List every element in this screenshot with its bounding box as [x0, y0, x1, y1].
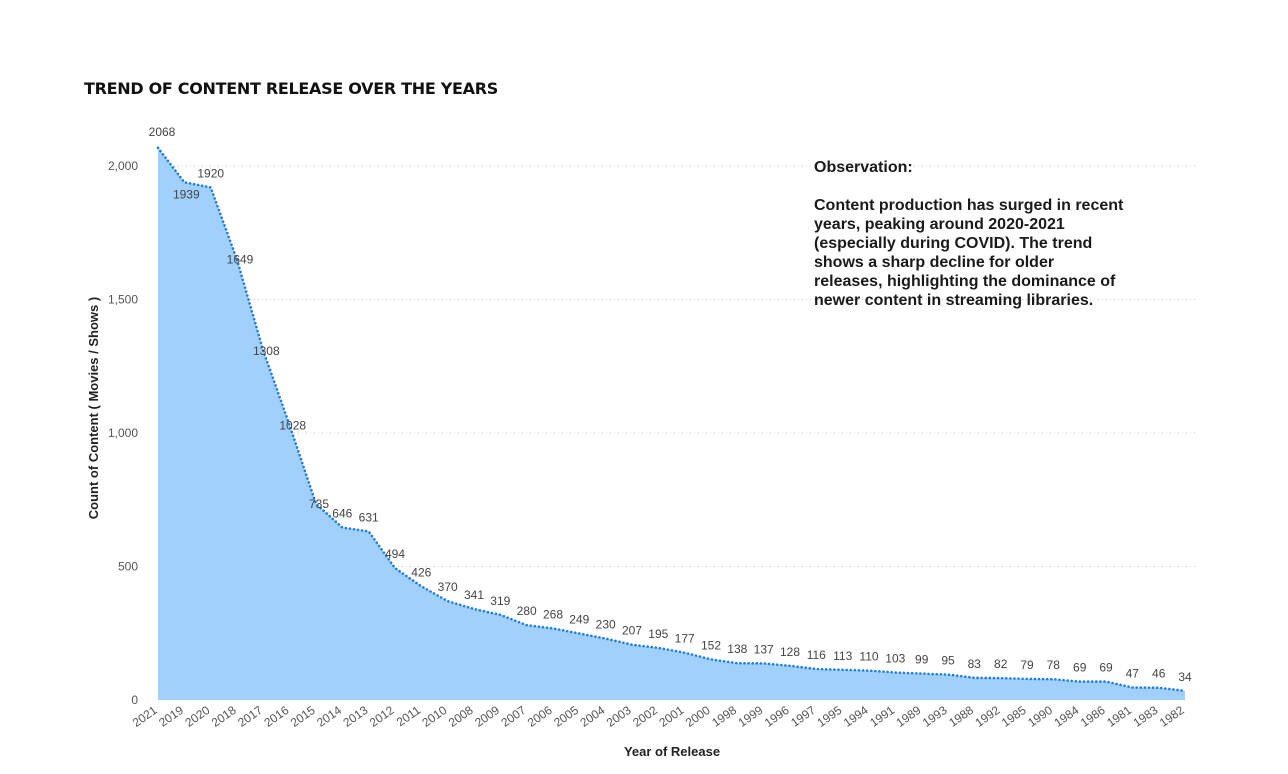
x-tick-label: 2007 [498, 703, 528, 730]
data-label: 1939 [173, 187, 200, 201]
x-tick-label: 1984 [1051, 703, 1081, 730]
data-label: 95 [941, 654, 955, 668]
x-tick-label: 2008 [446, 703, 476, 730]
data-label: 268 [543, 607, 563, 621]
data-label: 34 [1178, 670, 1192, 684]
series-line [156, 146, 1187, 693]
data-label: 137 [754, 642, 774, 656]
area-fill [158, 147, 1185, 701]
x-tick-label: 2005 [551, 703, 581, 730]
x-tick-label: 1986 [1078, 703, 1108, 730]
x-axis-title: Year of Release [624, 744, 720, 759]
data-label: 494 [385, 547, 405, 561]
x-tick-label: 2001 [656, 703, 686, 730]
data-label: 46 [1152, 667, 1166, 681]
y-tick-label: 500 [118, 560, 138, 574]
data-label: 82 [994, 657, 1008, 671]
x-axis: 2021201920202018201720162015201420132012… [130, 703, 1187, 730]
x-tick-label: 2003 [604, 703, 634, 730]
x-tick-label: 1997 [788, 703, 818, 730]
x-tick-label: 2000 [683, 703, 713, 730]
x-tick-label: 1983 [1130, 703, 1160, 730]
x-tick-label: 2014 [314, 703, 344, 730]
data-label: 1920 [197, 166, 224, 180]
data-label: 128 [780, 645, 800, 659]
x-tick-label: 1985 [999, 703, 1029, 730]
x-tick-label: 2013 [340, 703, 370, 730]
x-tick-label: 1982 [1157, 703, 1187, 730]
x-tick-label: 1998 [709, 703, 739, 730]
data-label: 47 [1126, 667, 1140, 681]
gridlines [158, 165, 1198, 567]
y-tick-label: 1,500 [108, 293, 138, 307]
y-tick-label: 2,000 [108, 159, 138, 173]
x-tick-label: 1988 [946, 703, 976, 730]
data-label: 1649 [227, 253, 254, 267]
observation-text: Content production has surged in recent … [814, 197, 1124, 309]
data-label: 110 [859, 650, 878, 664]
data-label: 152 [701, 638, 721, 652]
x-tick-label: 1981 [1104, 703, 1134, 730]
data-label: 341 [464, 588, 484, 602]
x-tick-label: 1990 [1025, 703, 1055, 730]
x-tick-label: 2004 [577, 703, 607, 730]
y-axis-title: Count of Content ( Movies / Shows ) [86, 297, 101, 519]
x-tick-label: 2019 [156, 703, 186, 730]
x-tick-label: 1993 [920, 703, 950, 730]
observation-heading: Observation: [814, 159, 913, 176]
data-label: 138 [727, 642, 747, 656]
y-tick-label: 0 [131, 693, 138, 707]
data-label: 631 [359, 511, 379, 525]
data-label: 69 [1073, 661, 1087, 675]
x-tick-label: 1989 [893, 703, 923, 730]
data-label: 99 [915, 653, 929, 667]
data-label: 319 [490, 594, 510, 608]
x-tick-label: 1994 [841, 703, 871, 730]
y-axis: 0 500 1,000 1,500 2,000 [108, 159, 138, 707]
data-label: 83 [968, 657, 982, 671]
x-tick-label: 2012 [367, 703, 397, 730]
x-tick-label: 2017 [235, 703, 265, 730]
data-label: 370 [438, 580, 458, 594]
data-label: 249 [569, 613, 589, 627]
data-label: 426 [411, 565, 431, 579]
data-label: 116 [807, 648, 826, 662]
y-tick-label: 1,000 [108, 426, 138, 440]
data-label: 79 [1020, 658, 1034, 672]
data-label: 69 [1099, 661, 1113, 675]
x-tick-label: 2006 [525, 703, 555, 730]
data-label: 230 [596, 618, 616, 632]
data-label: 78 [1047, 658, 1061, 672]
x-tick-label: 2011 [394, 703, 423, 729]
x-tick-label: 2010 [419, 703, 449, 730]
data-label: 195 [648, 627, 668, 641]
x-tick-label: 2015 [288, 703, 318, 730]
data-label: 280 [517, 604, 537, 618]
data-label: 646 [332, 507, 352, 521]
chart-title: TREND OF CONTENT RELEASE OVER THE YEARS [84, 79, 498, 98]
x-tick-label: 2002 [630, 703, 660, 730]
x-tick-label: 1995 [814, 703, 844, 730]
data-label: 735 [309, 497, 329, 511]
x-tick-label: 1999 [735, 703, 765, 730]
data-label: 1028 [279, 419, 306, 433]
x-tick-label: 2018 [209, 703, 239, 730]
data-label: 207 [622, 624, 642, 638]
data-label: 2068 [149, 125, 176, 139]
data-label: 113 [833, 649, 852, 663]
x-tick-label: 2009 [472, 703, 502, 730]
x-tick-label: 2016 [261, 703, 291, 730]
observation-annotation: Observation: Content production has surg… [814, 158, 1124, 310]
data-label: 177 [675, 632, 695, 646]
x-tick-label: 1996 [762, 703, 792, 730]
data-label: 103 [885, 652, 905, 666]
data-label: 1308 [253, 344, 280, 358]
x-tick-label: 2020 [182, 703, 212, 730]
plot-area [156, 146, 1187, 701]
x-tick-label: 1991 [867, 703, 897, 730]
x-tick-label: 1992 [972, 703, 1002, 730]
